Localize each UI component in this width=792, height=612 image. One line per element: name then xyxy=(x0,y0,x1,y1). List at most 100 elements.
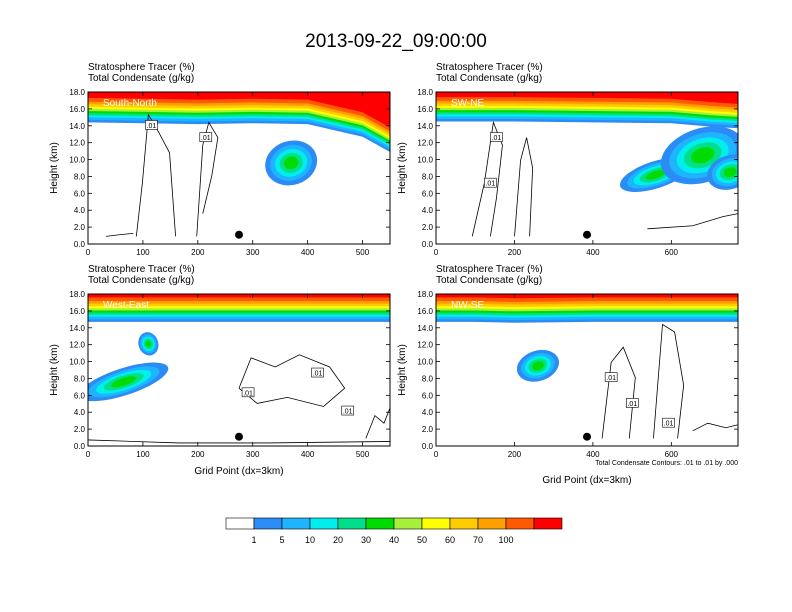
panel2-tracer-blob-1 xyxy=(690,147,715,164)
panel4-xtick-label: 0 xyxy=(434,450,439,459)
colorbar-label: 40 xyxy=(389,535,399,545)
panel1-xtick-label: 500 xyxy=(356,248,370,257)
panel1-contour-line xyxy=(106,232,134,237)
panel1-plot-area: .01 .01 xyxy=(88,92,390,237)
colorbar-swatch xyxy=(477,517,507,530)
colorbar-label: 1 xyxy=(251,535,256,545)
panel3-tracer-band-11 xyxy=(88,294,390,298)
panel1-contour-label: .01 xyxy=(147,123,157,130)
panel3-ytick-label: 14.0 xyxy=(69,324,85,333)
colorbar-label: 30 xyxy=(361,535,371,545)
panel1-location-marker xyxy=(235,230,243,239)
panel3-xtick-label: 200 xyxy=(191,450,205,459)
panel4-ylabel: Height (km) xyxy=(397,344,408,396)
panel3-frame xyxy=(87,293,391,447)
panel3-contour-line xyxy=(88,439,390,444)
panel4-contour-label-box xyxy=(625,398,639,408)
panel2-contour-line xyxy=(514,137,534,237)
panel3-title-tracer: Stratosphere Tracer (%) xyxy=(88,264,195,275)
panel4-ytick-label: 2.0 xyxy=(422,425,434,434)
colorbar-label: 70 xyxy=(473,535,483,545)
panel4-ytick-label: 8.0 xyxy=(422,374,434,383)
colorbar-swatch xyxy=(421,517,451,530)
colorbar-swatch xyxy=(449,517,479,530)
panel1-ytick-label: 6.0 xyxy=(74,189,86,198)
panel1-contour-line xyxy=(196,121,219,237)
panel3-xtick-label: 100 xyxy=(136,450,150,459)
panel1-label: South-North xyxy=(103,98,157,109)
panel1-title-tracer: Stratosphere Tracer (%) xyxy=(88,62,195,73)
panel2-contour-label-box xyxy=(484,177,497,188)
panel1-xtick-label: 400 xyxy=(301,248,315,257)
panel2-ytick-label: 4.0 xyxy=(422,206,434,215)
colorbar-label: 50 xyxy=(417,535,427,545)
panel4-tracer-blob-0 xyxy=(532,361,544,371)
panel1-xtick-label: 100 xyxy=(136,248,150,257)
panel3-xtick-label: 300 xyxy=(246,450,260,459)
panel2-label: SW-NE xyxy=(451,98,484,109)
panel4-label: NW-SE xyxy=(451,300,484,311)
colorbar-swatch xyxy=(253,517,283,530)
colorbar-label: 100 xyxy=(498,535,513,545)
panel4-ytick-label: 16.0 xyxy=(417,307,433,316)
panel4-contour-line xyxy=(601,346,636,439)
panel2-xtick-label: 200 xyxy=(508,248,522,257)
panel1-ylabel: Height (km) xyxy=(49,142,60,194)
panel3-xtick-label: 0 xyxy=(86,450,91,459)
panel2-ytick-label: 0.0 xyxy=(422,240,434,249)
panel3-contour-label: .01 xyxy=(313,371,323,378)
panel2-ylabel: Height (km) xyxy=(397,142,408,194)
panel1-ytick-label: 2.0 xyxy=(74,223,86,232)
panel3-ytick-label: 6.0 xyxy=(74,391,86,400)
panel4-title-tracer: Stratosphere Tracer (%) xyxy=(436,264,543,275)
panel1-ytick-label: 16.0 xyxy=(69,105,85,114)
panel3-contour-label-box xyxy=(341,405,355,416)
contour-note: Total Condensate Contours: .01 to .01 by… xyxy=(595,460,738,467)
panel2-tracer-band-11 xyxy=(436,92,738,104)
panel1-tracer-band-11 xyxy=(88,92,390,128)
panel2-ytick-label: 10.0 xyxy=(417,156,433,165)
panel2-plot-area: .01 .01 xyxy=(436,92,738,237)
panel3-ytick-label: 2.0 xyxy=(74,425,86,434)
panel3-location-marker xyxy=(235,432,243,441)
colorbar-swatch xyxy=(309,517,339,530)
panel4-tracer-band-11 xyxy=(436,294,738,299)
panel4-contour-label: .01 xyxy=(606,375,616,382)
panel1-ytick-label: 0.0 xyxy=(74,240,86,249)
panel2-ytick-label: 2.0 xyxy=(422,223,434,232)
panel4-contour-label-box xyxy=(604,372,618,382)
panel3-xtick-label: 500 xyxy=(356,450,370,459)
panel3-ytick-label: 12.0 xyxy=(69,341,85,350)
panel1-ytick-label: 12.0 xyxy=(69,139,85,148)
panel2-ytick-label: 16.0 xyxy=(417,105,433,114)
panel3-contour-label-box xyxy=(311,367,324,378)
panel4-location-marker xyxy=(583,432,591,441)
panel1-xtick-label: 300 xyxy=(246,248,260,257)
panel4-title-condensate: Total Condensate (g/kg) xyxy=(436,275,543,286)
panel2-contour-line xyxy=(647,213,738,230)
panel3-plot-area: .01 .01 .01 xyxy=(88,294,390,444)
panel2-title-tracer: Stratosphere Tracer (%) xyxy=(436,62,543,73)
panel4-ytick-label: 10.0 xyxy=(417,358,433,367)
panel4-ytick-label: 18.0 xyxy=(417,290,433,299)
panel3-tracer-blob-1 xyxy=(111,376,137,388)
panel4-xtick-label: 600 xyxy=(665,450,679,459)
panel2-xtick-label: 600 xyxy=(665,248,679,257)
panel4-ytick-label: 14.0 xyxy=(417,324,433,333)
panel1-contour-label-box xyxy=(199,132,213,142)
panel2-tracer-blob-2 xyxy=(723,167,737,178)
colorbar-swatch xyxy=(281,517,311,530)
panel3-title-condensate: Total Condensate (g/kg) xyxy=(88,275,195,286)
colorbar-label: 5 xyxy=(279,535,284,545)
panel3-xtick-label: 400 xyxy=(301,450,315,459)
panel1-xtick-label: 200 xyxy=(191,248,205,257)
panel4-contour-label: .01 xyxy=(664,421,674,428)
panel3-ylabel: Height (km) xyxy=(49,344,60,396)
panel1-tracer-band-10 xyxy=(88,92,390,132)
panel2-contour-label: .01 xyxy=(485,181,495,188)
panel3-ytick-label: 8.0 xyxy=(74,374,86,383)
panel2-frame xyxy=(435,91,739,245)
panel3-ytick-label: 4.0 xyxy=(74,408,86,417)
panel2-contour-label-box xyxy=(490,132,503,142)
